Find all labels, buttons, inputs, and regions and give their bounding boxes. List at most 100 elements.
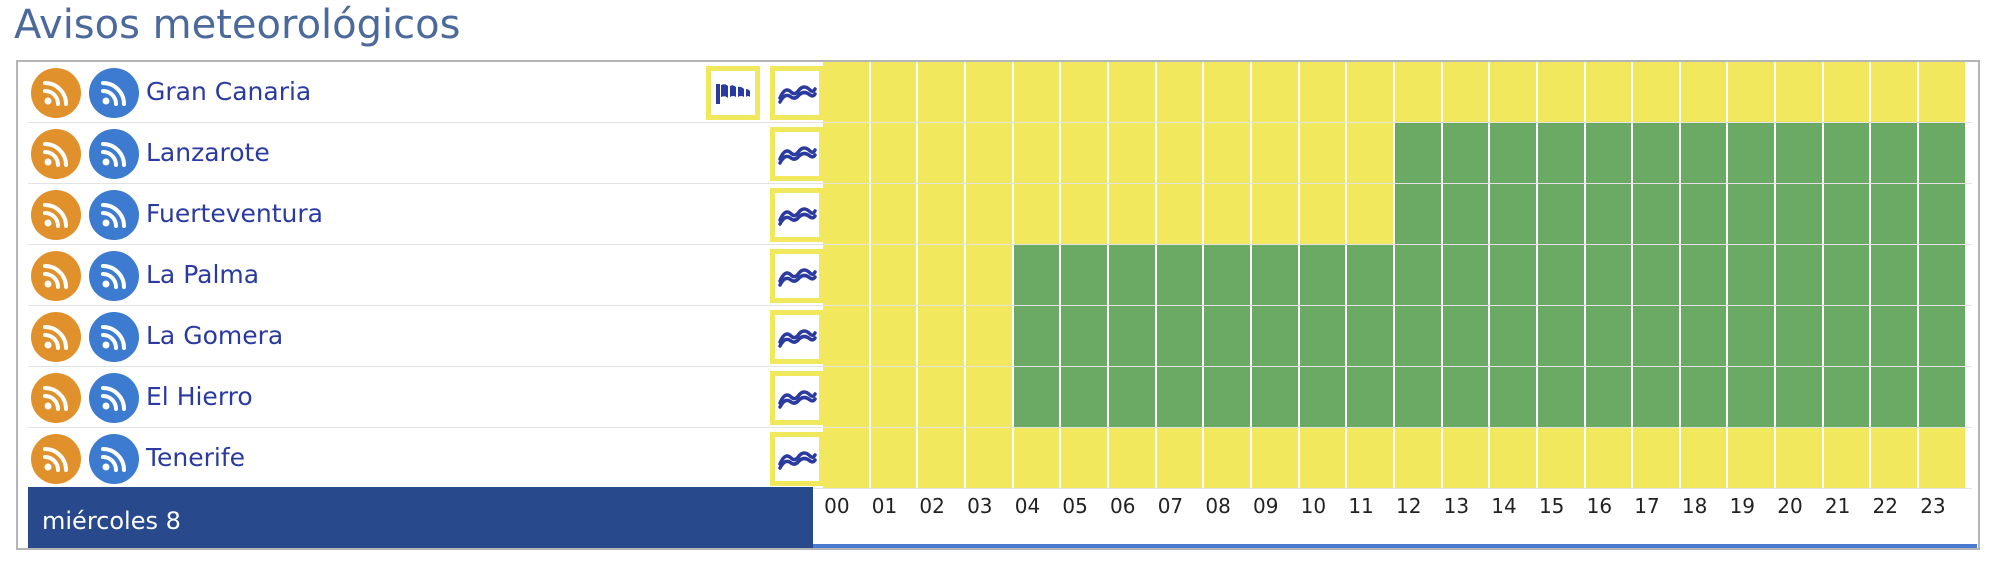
hour-cell[interactable] [1299,245,1348,305]
hour-cell[interactable] [1156,184,1205,244]
zone-name[interactable]: La Gomera [146,321,284,350]
hour-cell[interactable] [1680,184,1729,244]
hour-cell[interactable] [1108,428,1157,488]
hour-cell[interactable] [1537,184,1586,244]
hour-cell[interactable] [1013,428,1062,488]
hour-cell[interactable] [1013,306,1062,366]
hour-cell[interactable] [1776,184,1824,244]
hour-cell[interactable] [1585,367,1634,427]
hour-cell[interactable] [1823,306,1872,366]
hour-cell[interactable] [1919,245,1967,305]
hour-cell[interactable] [1156,123,1205,183]
hour-cell[interactable] [1633,62,1681,122]
hour-cell[interactable] [965,428,1014,488]
hour-cell[interactable] [918,306,966,366]
hour-cell[interactable] [1919,62,1967,122]
hour-cell[interactable] [1156,428,1205,488]
rss-feed-icon[interactable] [31,434,81,484]
hour-cell[interactable] [1299,306,1348,366]
hour-cell[interactable] [823,62,871,122]
zone-name[interactable]: Fuerteventura [146,199,323,228]
hour-cell[interactable] [1585,62,1634,122]
hour-cell[interactable] [1776,62,1824,122]
hour-cell[interactable] [1490,245,1538,305]
hour-cell[interactable] [1537,428,1586,488]
hour-cell[interactable] [823,123,871,183]
hour-cell[interactable] [1347,184,1395,244]
hour-cell[interactable] [1347,428,1395,488]
rss-feed-icon[interactable] [89,312,139,362]
hour-cell[interactable] [1823,123,1872,183]
hour-cell[interactable] [1919,428,1967,488]
hour-cell[interactable] [1680,367,1729,427]
hour-cell[interactable] [1490,428,1538,488]
hour-cell[interactable] [823,428,871,488]
hour-cell[interactable] [870,245,919,305]
hour-cell[interactable] [1013,367,1062,427]
hour-cell[interactable] [918,367,966,427]
hour-cell[interactable] [1204,62,1252,122]
hour-cell[interactable] [918,428,966,488]
hour-cell[interactable] [1061,367,1109,427]
hour-cell[interactable] [1728,367,1777,427]
hour-cell[interactable] [1204,367,1252,427]
hour-cell[interactable] [1442,245,1491,305]
hour-cell[interactable] [1013,123,1062,183]
hour-cell[interactable] [1776,428,1824,488]
hour-cell[interactable] [1394,123,1443,183]
hour-cell[interactable] [1299,123,1348,183]
hour-cell[interactable] [1823,184,1872,244]
hour-cell[interactable] [1823,367,1872,427]
hour-cell[interactable] [1490,184,1538,244]
hour-cell[interactable] [1633,184,1681,244]
hour-cell[interactable] [918,245,966,305]
hour-cell[interactable] [1585,184,1634,244]
hour-cell[interactable] [823,306,871,366]
hour-cell[interactable] [1108,367,1157,427]
hour-cell[interactable] [1585,428,1634,488]
hour-cell[interactable] [1728,306,1777,366]
hour-cell[interactable] [1633,306,1681,366]
zone-name[interactable]: Tenerife [146,443,246,472]
hour-cell[interactable] [1061,184,1109,244]
hour-cell[interactable] [870,428,919,488]
rss-feed-icon[interactable] [89,251,139,301]
hour-cell[interactable] [1442,367,1491,427]
hour-cell[interactable] [1251,184,1300,244]
hour-cell[interactable] [1061,306,1109,366]
hour-cell[interactable] [965,306,1014,366]
hour-cell[interactable] [1061,245,1109,305]
hour-cell[interactable] [1061,62,1109,122]
hour-cell[interactable] [823,184,871,244]
hour-cell[interactable] [1442,123,1491,183]
hour-cell[interactable] [1156,306,1205,366]
hour-cell[interactable] [1680,62,1729,122]
rss-feed-icon[interactable] [31,312,81,362]
hour-cell[interactable] [1490,367,1538,427]
hour-cell[interactable] [1490,62,1538,122]
hour-cell[interactable] [1442,306,1491,366]
hour-cell[interactable] [1823,62,1872,122]
hour-cell[interactable] [1680,123,1729,183]
rss-feed-icon[interactable] [89,373,139,423]
hour-cell[interactable] [1776,123,1824,183]
hour-cell[interactable] [1680,245,1729,305]
hour-cell[interactable] [870,184,919,244]
hour-cell[interactable] [965,62,1014,122]
hour-cell[interactable] [1680,306,1729,366]
hour-cell[interactable] [1347,367,1395,427]
hour-cell[interactable] [1251,428,1300,488]
hour-cell[interactable] [1871,306,1920,366]
hour-cell[interactable] [1251,62,1300,122]
hour-cell[interactable] [965,367,1014,427]
hour-cell[interactable] [1299,184,1348,244]
hour-cell[interactable] [1299,62,1348,122]
hour-cell[interactable] [1394,184,1443,244]
hour-cell[interactable] [1633,367,1681,427]
hour-cell[interactable] [1204,245,1252,305]
hour-cell[interactable] [965,123,1014,183]
hour-cell[interactable] [1204,123,1252,183]
hour-cell[interactable] [1490,123,1538,183]
hour-cell[interactable] [1251,245,1300,305]
hour-cell[interactable] [918,184,966,244]
